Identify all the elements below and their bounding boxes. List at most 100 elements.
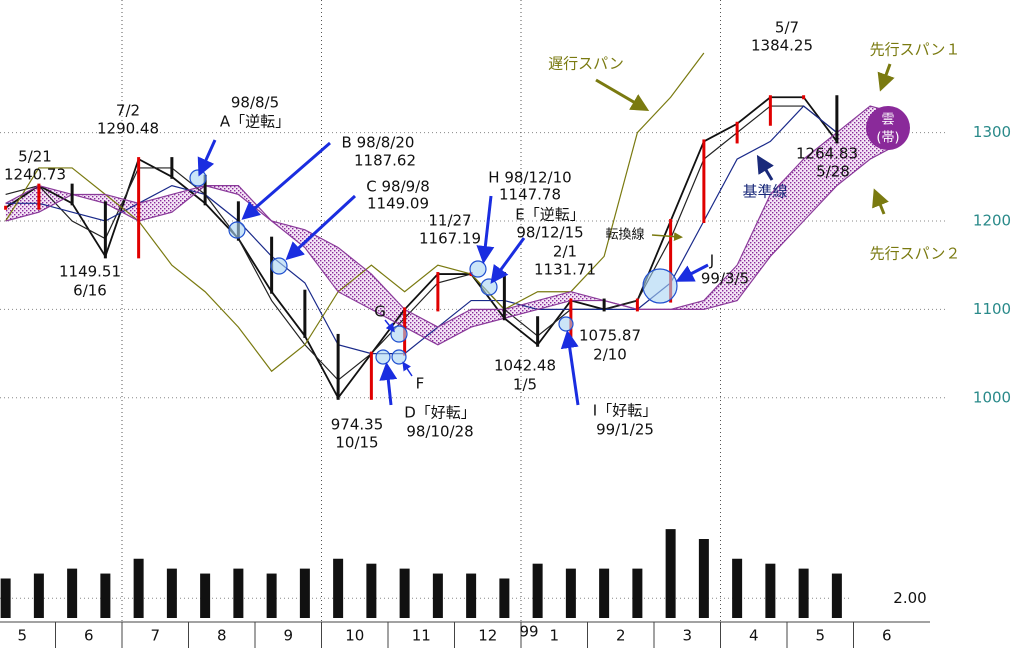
- marker-circle: [642, 268, 678, 304]
- arrow: [384, 319, 395, 333]
- annotation: H 98/12/10: [488, 169, 571, 187]
- series-label: 転換線: [605, 227, 644, 243]
- series-line: [5, 105, 904, 346]
- annotation: 6/16: [73, 282, 107, 300]
- annotation: 5/28: [816, 163, 850, 181]
- series-label: 先行スパン１: [870, 41, 961, 59]
- annotation: (帯): [876, 131, 899, 146]
- x-tick-label: 4: [749, 627, 759, 645]
- series-line: [5, 105, 838, 355]
- x-tick-label: 11: [412, 627, 431, 645]
- x-tick-label: 5: [815, 627, 825, 645]
- annotation: 1075.87: [579, 327, 641, 345]
- y-tick-label: 1300: [973, 123, 1011, 141]
- volume-bar: [831, 573, 842, 618]
- arrow: [560, 330, 580, 406]
- volume-bar: [599, 568, 610, 618]
- marker-circle: [375, 349, 391, 365]
- annotation: 1167.19: [419, 230, 481, 248]
- annotation: 2/1: [553, 243, 577, 261]
- arrow: [651, 232, 683, 242]
- arrow: [675, 263, 709, 282]
- annotation: F: [416, 375, 425, 393]
- series-line: [5, 96, 838, 400]
- annotation: 1290.48: [97, 120, 159, 138]
- volume-bar: [333, 558, 344, 618]
- x-tick-label: 3: [682, 627, 692, 645]
- series-label: 遅行スパン: [548, 55, 624, 73]
- arrow: [490, 237, 526, 284]
- plot: [0, 0, 945, 648]
- volume-bar: [432, 573, 443, 618]
- annotation: C 98/9/8: [366, 178, 430, 196]
- arrow: [595, 78, 650, 112]
- marker-circle: [390, 325, 408, 343]
- arrow: [197, 139, 217, 177]
- price-candle: [137, 157, 141, 259]
- series-line: [5, 140, 904, 328]
- marker-circle: [480, 278, 498, 296]
- price-candle: [303, 289, 307, 338]
- annotation: E「逆転」: [515, 206, 584, 224]
- price-candle: [203, 174, 207, 206]
- annotation: 10/15: [335, 434, 378, 452]
- price-candle: [236, 201, 240, 241]
- x-tick-label: 9: [283, 627, 293, 645]
- annotation: J: [709, 252, 714, 270]
- volume-bar: [366, 563, 377, 618]
- annotation: 974.35: [331, 416, 384, 434]
- price-candle: [768, 95, 772, 126]
- volume-tick-label: 2.00: [893, 589, 926, 607]
- volume-bar: [499, 578, 510, 618]
- volume-bar: [233, 568, 244, 618]
- annotation: 99/1/25: [596, 421, 654, 439]
- annotation: 1/5: [513, 376, 537, 394]
- arrow: [285, 194, 357, 261]
- annotation: G: [374, 303, 386, 321]
- marker-circle: [270, 257, 288, 275]
- price-candle: [37, 183, 41, 210]
- price-candle: [536, 316, 540, 347]
- x-tick-label: 6: [882, 627, 892, 645]
- price-candle: [735, 121, 739, 144]
- annotation: B 98/8/20: [342, 134, 415, 152]
- x-tick-label: 5: [17, 627, 27, 645]
- annotation: 98/8/5: [231, 94, 279, 112]
- volume-bar: [532, 563, 543, 618]
- volume-bar: [166, 568, 177, 618]
- marker-circle: [228, 221, 246, 239]
- volume-bar: [133, 558, 144, 618]
- series-line: [5, 105, 838, 381]
- marker-circle: [469, 260, 487, 278]
- annotation: 1264.83: [796, 145, 858, 163]
- marker-circle: [558, 316, 574, 332]
- y-tick-label: 1200: [973, 212, 1011, 230]
- volume-bar: [266, 573, 277, 618]
- volume-bar: [698, 539, 709, 618]
- marker-circle: [189, 169, 207, 187]
- x-tick-label: 2: [616, 627, 626, 645]
- x-tick-label: 7: [150, 627, 160, 645]
- volume-bar: [466, 573, 477, 618]
- price-candle: [502, 272, 506, 321]
- annotation: 雲: [881, 113, 894, 128]
- annotation: D「好転」: [404, 404, 476, 422]
- annotation: 1042.48: [494, 357, 556, 375]
- price-candle: [4, 205, 8, 210]
- annotation: 5/21: [18, 148, 52, 166]
- x-tick-label: 6: [84, 627, 94, 645]
- arrow: [756, 154, 774, 181]
- volume-bar: [33, 573, 44, 618]
- annotation: A「逆転」: [220, 113, 290, 131]
- annotation: 99/3/5: [701, 270, 749, 288]
- volume-bar: [665, 529, 676, 618]
- y-tick-label: 1100: [973, 300, 1011, 318]
- arrow: [402, 361, 413, 377]
- year-label: 99: [519, 623, 538, 641]
- volume-bar: [732, 558, 743, 618]
- x-tick-label: 1: [549, 627, 559, 645]
- volume-bar: [100, 573, 111, 618]
- x-tick-label: 8: [217, 627, 227, 645]
